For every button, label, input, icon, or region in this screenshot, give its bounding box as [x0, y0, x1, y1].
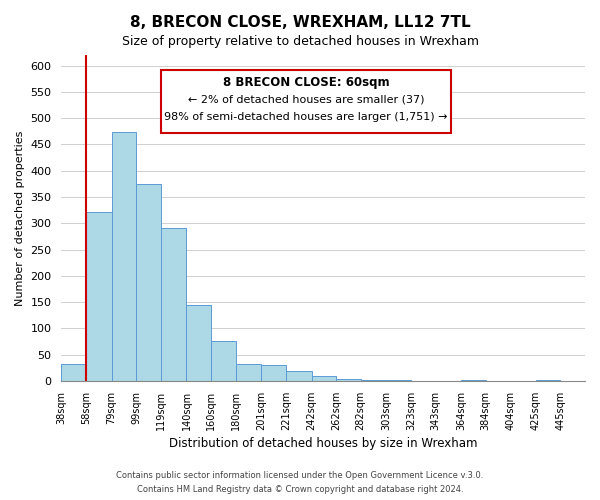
Bar: [536, 380, 560, 381]
Text: 98% of semi-detached houses are larger (1,751) →: 98% of semi-detached houses are larger (…: [164, 112, 448, 122]
Bar: [211, 341, 236, 381]
Bar: [236, 364, 261, 381]
Bar: [311, 376, 336, 381]
Text: ← 2% of detached houses are smaller (37): ← 2% of detached houses are smaller (37): [188, 94, 424, 104]
Bar: [187, 304, 211, 381]
Bar: [112, 132, 136, 381]
Text: Contains HM Land Registry data © Crown copyright and database right 2024.: Contains HM Land Registry data © Crown c…: [137, 484, 463, 494]
Text: Size of property relative to detached houses in Wrexham: Size of property relative to detached ho…: [121, 35, 479, 48]
Text: 8 BRECON CLOSE: 60sqm: 8 BRECON CLOSE: 60sqm: [223, 76, 389, 88]
Bar: [161, 228, 187, 381]
X-axis label: Distribution of detached houses by size in Wrexham: Distribution of detached houses by size …: [169, 437, 478, 450]
Bar: [261, 365, 286, 381]
Bar: [361, 380, 386, 381]
Bar: [61, 364, 87, 381]
FancyBboxPatch shape: [161, 70, 451, 133]
Bar: [86, 212, 112, 381]
Text: 8, BRECON CLOSE, WREXHAM, LL12 7TL: 8, BRECON CLOSE, WREXHAM, LL12 7TL: [130, 15, 470, 30]
Bar: [336, 380, 361, 381]
Y-axis label: Number of detached properties: Number of detached properties: [15, 130, 25, 306]
Bar: [461, 380, 485, 381]
Text: Contains public sector information licensed under the Open Government Licence v.: Contains public sector information licen…: [116, 471, 484, 480]
Bar: [136, 184, 161, 381]
Bar: [386, 380, 411, 381]
Bar: [286, 372, 311, 381]
